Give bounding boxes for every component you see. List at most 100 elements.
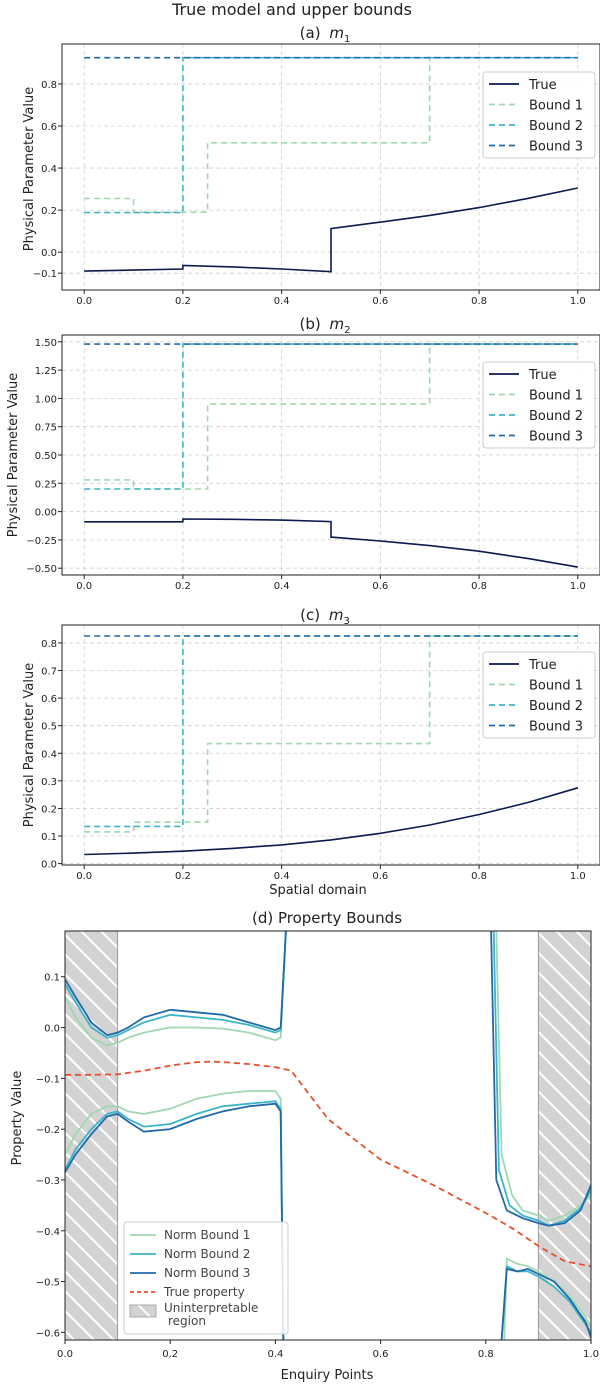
panel-c-legend-label-bound-3: Bound 3 [529, 720, 583, 735]
panel-b-xtick-label-0: 0.0 [76, 581, 92, 592]
panel-a-ytick-label-0: −0.1 [33, 269, 57, 280]
panel-b-xtick-label-4: 0.8 [471, 581, 487, 592]
panel-c-axes-frame [61, 624, 600, 866]
panel-d-ytick-label-2: −0.4 [36, 1227, 60, 1238]
panel-b-legend-label-bound-1: Bound 1 [529, 389, 583, 404]
panel-a-legend: True Bound 1 Bound 2 Bound 3 [482, 71, 596, 159]
panel-d-xtick-label-3: 0.6 [373, 1349, 389, 1360]
panel-c-ytick-label-1: 0.1 [41, 832, 57, 843]
panel-c-ytick-label-4: 0.4 [41, 749, 57, 760]
panel-c-ytick-label-5: 0.5 [41, 722, 57, 733]
panel-a-legend-label-bound-1: Bound 1 [529, 99, 583, 114]
panel-c-legend-label-bound-2: Bound 2 [529, 699, 583, 714]
panel-d-series-norm-bound-3 [65, 931, 287, 1037]
panel-a-xtick-label-4: 0.8 [471, 296, 487, 307]
panel-a-ytick-label-2: 0.2 [41, 206, 57, 217]
panel-d-xtick-label-5: 1.0 [583, 1349, 599, 1360]
panel-d-legend: Norm Bound 1 Norm Bound 2 Norm Bound 3 True… [123, 1221, 289, 1335]
panel-d-series-norm-bound-3-3 [490, 931, 591, 1227]
panel-c-xtick-label-3: 0.6 [372, 871, 388, 882]
panel-a-xtick-label-2: 0.4 [274, 296, 290, 307]
panel-a-ytick-label-1: 0.0 [41, 248, 57, 259]
panel-b-legend-label-bound-3: Bound 3 [529, 430, 583, 445]
panel-d-hatched-region-1 [537, 930, 592, 1341]
panel-b-xtick-label-5: 1.0 [570, 581, 586, 592]
panel-d-ytick-label-3: −0.3 [36, 1176, 60, 1187]
panel-c-xlabel: Spatial domain [269, 883, 367, 898]
panel-b-ytick-label-8: 1.50 [35, 338, 57, 349]
panel-d-series-norm-bound-2 [65, 931, 287, 1039]
panel-c-title-sub: 3 [343, 616, 349, 627]
panel-b-series-bound-2 [84, 343, 578, 490]
panel-b-ytick-label-5: 0.75 [35, 423, 57, 434]
panel-c-series-bound-2 [84, 635, 578, 828]
panel-a-xtick-label-1: 0.2 [175, 296, 191, 307]
panel-c-ytick-label-8: 0.8 [41, 639, 57, 650]
panel-b-legend-label-bound-2: Bound 2 [529, 409, 583, 424]
panel-d-series-norm-bound-2-2 [65, 1100, 285, 1340]
panel-d-series-norm-bound-1-4 [503, 1257, 591, 1340]
panel-a-series-bound-1 [84, 56, 578, 213]
panel-d-ytick-label-7: 0.1 [44, 973, 60, 984]
panel-d-series-true-property [65, 1060, 591, 1268]
panel-d: (d) Property Bounds Property Value Enqui… [10, 909, 599, 1383]
panel-d-legend-label-norm-bound-1: Norm Bound 1 [164, 1228, 250, 1242]
panel-b-ytick-label-3: 0.25 [35, 479, 57, 490]
panel-c-title-var: m [329, 606, 344, 624]
panel-c-ylabel: Physical Parameter Value [22, 663, 37, 827]
panel-a-legend-label-true: True [528, 78, 557, 93]
panel-d-legend-label-norm-bound-3: Norm Bound 3 [164, 1266, 250, 1280]
panel-d-series-norm-bound-2-4 [500, 1264, 591, 1340]
panel-c-ytick-label-7: 0.7 [41, 667, 57, 678]
panel-c-legend: True Bound 1 Bound 2 Bound 3 [482, 651, 596, 739]
panel-d-ytick-label-0: −0.6 [36, 1328, 60, 1339]
panel-d-xlabel: Enquiry Points [281, 1368, 374, 1383]
panel-c-series-bound-1 [84, 635, 578, 833]
panel-b-series-true [84, 518, 578, 568]
panel-d-series-norm-bound-3-2 [65, 1102, 285, 1340]
panel-d-ylabel: Property Value [10, 1071, 25, 1166]
panel-d-ytick-label-4: −0.2 [36, 1125, 60, 1136]
panel-b-title-sub: 2 [344, 325, 350, 336]
panel-a-ytick-label-4: 0.6 [41, 122, 57, 133]
panel-a-series-true [84, 187, 578, 273]
panel-b-xtick-label-3: 0.6 [372, 581, 388, 592]
panel-b-title: (b) m2 [299, 315, 350, 336]
panel-d-xtick-label-1: 0.2 [162, 1349, 178, 1360]
panel-d-xtick-label-4: 0.8 [478, 1349, 494, 1360]
panel-b-ylabel: Physical Parameter Value [6, 373, 21, 537]
panel-c-title: (c) m3 [300, 606, 350, 627]
figure-suptitle: True model and upper bounds [171, 0, 412, 19]
panel-c-xtick-label-5: 1.0 [570, 871, 586, 882]
panel-b-ytick-label-6: 1.00 [35, 394, 57, 405]
panel-d-series-norm-bound-1 [65, 931, 287, 1047]
panel-c-ytick-label-0: 0.0 [41, 860, 57, 871]
panel-c-xtick-label-1: 0.2 [175, 871, 191, 882]
panel-c-ytick-label-2: 0.2 [41, 804, 57, 815]
panel-c-xtick-label-0: 0.0 [76, 871, 92, 882]
panel-a-ylabel: Physical Parameter Value [22, 87, 37, 251]
panel-d-legend-label-uninterpretable-region: Uninterpretable region [164, 1301, 258, 1328]
panel-d-title: (d) Property Bounds [252, 909, 402, 927]
panel-b-ytick-label-4: 0.50 [35, 451, 57, 462]
panel-c-ytick-label-6: 0.6 [41, 694, 57, 705]
panel-a-xtick-label-0: 0.0 [76, 296, 92, 307]
panel-b-legend-label-true: True [528, 368, 557, 383]
panel-a-xtick-label-3: 0.6 [372, 296, 388, 307]
panel-d-legend-label-true-property: True property [163, 1285, 245, 1299]
panel-b: (b) m2 Physical Parameter Value 0.0 0.2 0.… [6, 315, 600, 592]
panel-a: (a) m1 Physical Parameter Value 0.0 0.2 0.… [22, 24, 600, 307]
panel-a-title-prefix: (a) [300, 24, 321, 42]
panel-b-ytick-label-1: −0.25 [26, 536, 57, 547]
panel-d-legend-label-norm-bound-2: Norm Bound 2 [164, 1247, 250, 1261]
panel-b-title-var: m [330, 315, 345, 333]
panel-d-axes-frame [64, 930, 592, 1341]
panel-d-series-norm-bound-2-3 [492, 931, 591, 1227]
panel-a-ytick-label-3: 0.4 [41, 164, 57, 175]
panel-b-xtick-label-1: 0.2 [175, 581, 191, 592]
panel-c-legend-label-bound-1: Bound 1 [529, 679, 583, 694]
panel-b-title-prefix: (b) [299, 315, 320, 333]
panel-d-ytick-label-6: 0.0 [44, 1024, 60, 1035]
panel-d-xtick-label-0: 0.0 [57, 1349, 73, 1360]
